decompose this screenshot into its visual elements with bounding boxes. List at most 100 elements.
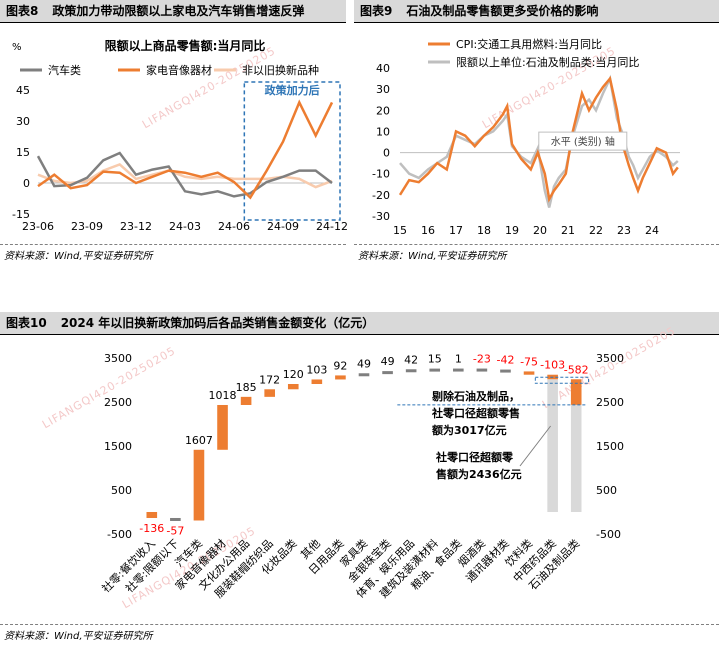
y-tick-label-right: 500 [596,484,617,497]
x-tick-label: 24-03 [169,220,201,233]
x-tick-label: 24-06 [218,220,250,233]
bar-value-label: -57 [166,524,184,537]
series-line-0 [36,151,333,198]
bar-value-label: 49 [357,357,371,370]
panel-8-source: 资料来源：Wind,平安证券研究所 [4,251,153,262]
bar-value-label: 1 [455,353,462,366]
bar-value-label: 185 [236,381,257,394]
annotation-all-line: 售额为2436亿元 [435,467,522,481]
annotation-all-line: 社零口径超额零 [435,450,514,464]
panel-9-header: 图表9 石油及制品零售额更多受价格的影响 [354,0,719,22]
x-tick-label: 15 [393,224,407,237]
series-line-1 [399,74,679,208]
x-tick-label: 19 [505,224,519,237]
y-tick-label-right: -500 [596,528,621,541]
x-tick-label: 16 [421,224,435,237]
y-tick-label: 40 [376,62,390,75]
panel-9-title: 石油及制品零售额更多受价格的影响 [406,4,599,18]
axis-tooltip-label: 水平 (类别) 轴 [551,135,615,148]
bar-value-label: 103 [306,363,327,376]
y-tick-label: 15 [16,146,30,159]
x-tick-label: 23 [617,224,631,237]
bar-value-label: 42 [404,353,418,366]
chart-8-ylabel: % [12,42,22,53]
legend-label-0: 汽车类 [48,63,81,77]
legend-label-1: 限额以上单位:石油及制品类:当月同比 [456,55,639,69]
bar-value-label: 1018 [209,389,237,402]
y-tick-label-left: -500 [107,528,132,541]
waterfall-bar [429,368,441,372]
waterfall-bar [358,373,370,377]
panel-10-number: 图表10 [6,316,47,330]
total-bar-ex-oil [547,379,558,513]
panel-9-number: 图表9 [360,4,393,18]
y-tick-label: 10 [376,125,390,138]
legend-label-2: 非以旧换新品种 [242,63,319,77]
waterfall-bar [335,375,346,380]
bar-value-label: 92 [333,359,347,372]
y-tick-label: 20 [376,104,390,117]
series-line-1 [37,99,334,200]
y-tick-label-left: 2500 [104,396,132,409]
y-tick-label: -15 [12,208,30,221]
y-tick-label: 30 [376,83,390,96]
x-tick-label: 23-06 [22,220,54,233]
waterfall-bar [500,369,511,373]
panel-10-source-rule [0,624,719,625]
y-tick-label-left: 1500 [104,440,132,453]
waterfall-bar [240,396,252,405]
waterfall-bar [146,512,158,518]
bar-value-label: -23 [473,353,491,366]
waterfall-bar [476,368,488,372]
bar-value-label: 49 [381,355,395,368]
y-tick-label: 45 [16,84,30,97]
panel-8-number: 图表8 [6,4,39,18]
panel-9-top-rule [354,22,719,23]
waterfall-bar [405,369,417,373]
bar-value-label: -136 [139,522,164,535]
panel-9-source-rule [354,244,719,245]
bar-value-label: -103 [540,359,565,372]
x-tick-label: 23-12 [120,220,152,233]
x-tick-label: 17 [449,224,463,237]
y-tick-label-right: 2500 [596,396,624,409]
panel-10-title: 2024 年以旧换新政策加码后各品类销售金额变化（亿元） [60,316,375,330]
x-tick-label: 23-09 [71,220,103,233]
annotation-ex-oil-line: 剔除石油及制品， [431,389,520,403]
bar-value-label: -42 [496,354,514,367]
x-tick-label: 24 [645,224,659,237]
y-tick-label-right: 3500 [596,352,624,365]
panel-8-top-rule [0,22,346,23]
x-tick-label: 18 [477,224,491,237]
waterfall-bar [311,379,323,385]
waterfall-bar [217,404,228,450]
annotation-leader [519,425,552,467]
x-tick-label: 24-12 [316,220,348,233]
panel-8-source-rule [0,244,346,245]
series-line-0 [398,75,679,203]
x-tick-label: 22 [589,224,603,237]
bar-value-label: 1607 [185,434,213,447]
bar-value-label: -582 [564,363,589,376]
y-tick-label: -10 [372,168,390,181]
total-bar-all [570,404,582,513]
y-tick-label-left: 500 [111,484,132,497]
panel-8-title: 政策加力带动限额以上家电及汽车销售增速反弹 [52,4,305,18]
waterfall-bar [382,371,393,375]
panel-10-header: 图表10 2024 年以旧换新政策加码后各品类销售金额变化（亿元） [0,312,719,334]
annotation-ex-oil-line: 社零口径超额零售 [431,406,520,420]
waterfall-bar [287,384,299,390]
y-tick-label: -20 [372,189,390,202]
annotation-label: 政策加力后 [265,83,320,97]
x-tick-label: 24-09 [267,220,299,233]
panel-8-header: 图表8 政策加力带动限额以上家电及汽车销售增速反弹 [0,0,346,22]
highlight-box [243,81,341,221]
legend-label-0: CPI:交通工具用燃料:当月同比 [456,37,602,51]
panel-10-top-rule [0,334,719,335]
legend-label-1: 家电音像器材 [146,63,212,77]
y-tick-label: -30 [372,210,390,223]
y-tick-label: 0 [383,147,390,160]
annotation-ex-oil-line: 额为3017亿元 [432,423,507,437]
chart-8-title: 限额以上商品零售额:当月同比 [105,38,266,53]
